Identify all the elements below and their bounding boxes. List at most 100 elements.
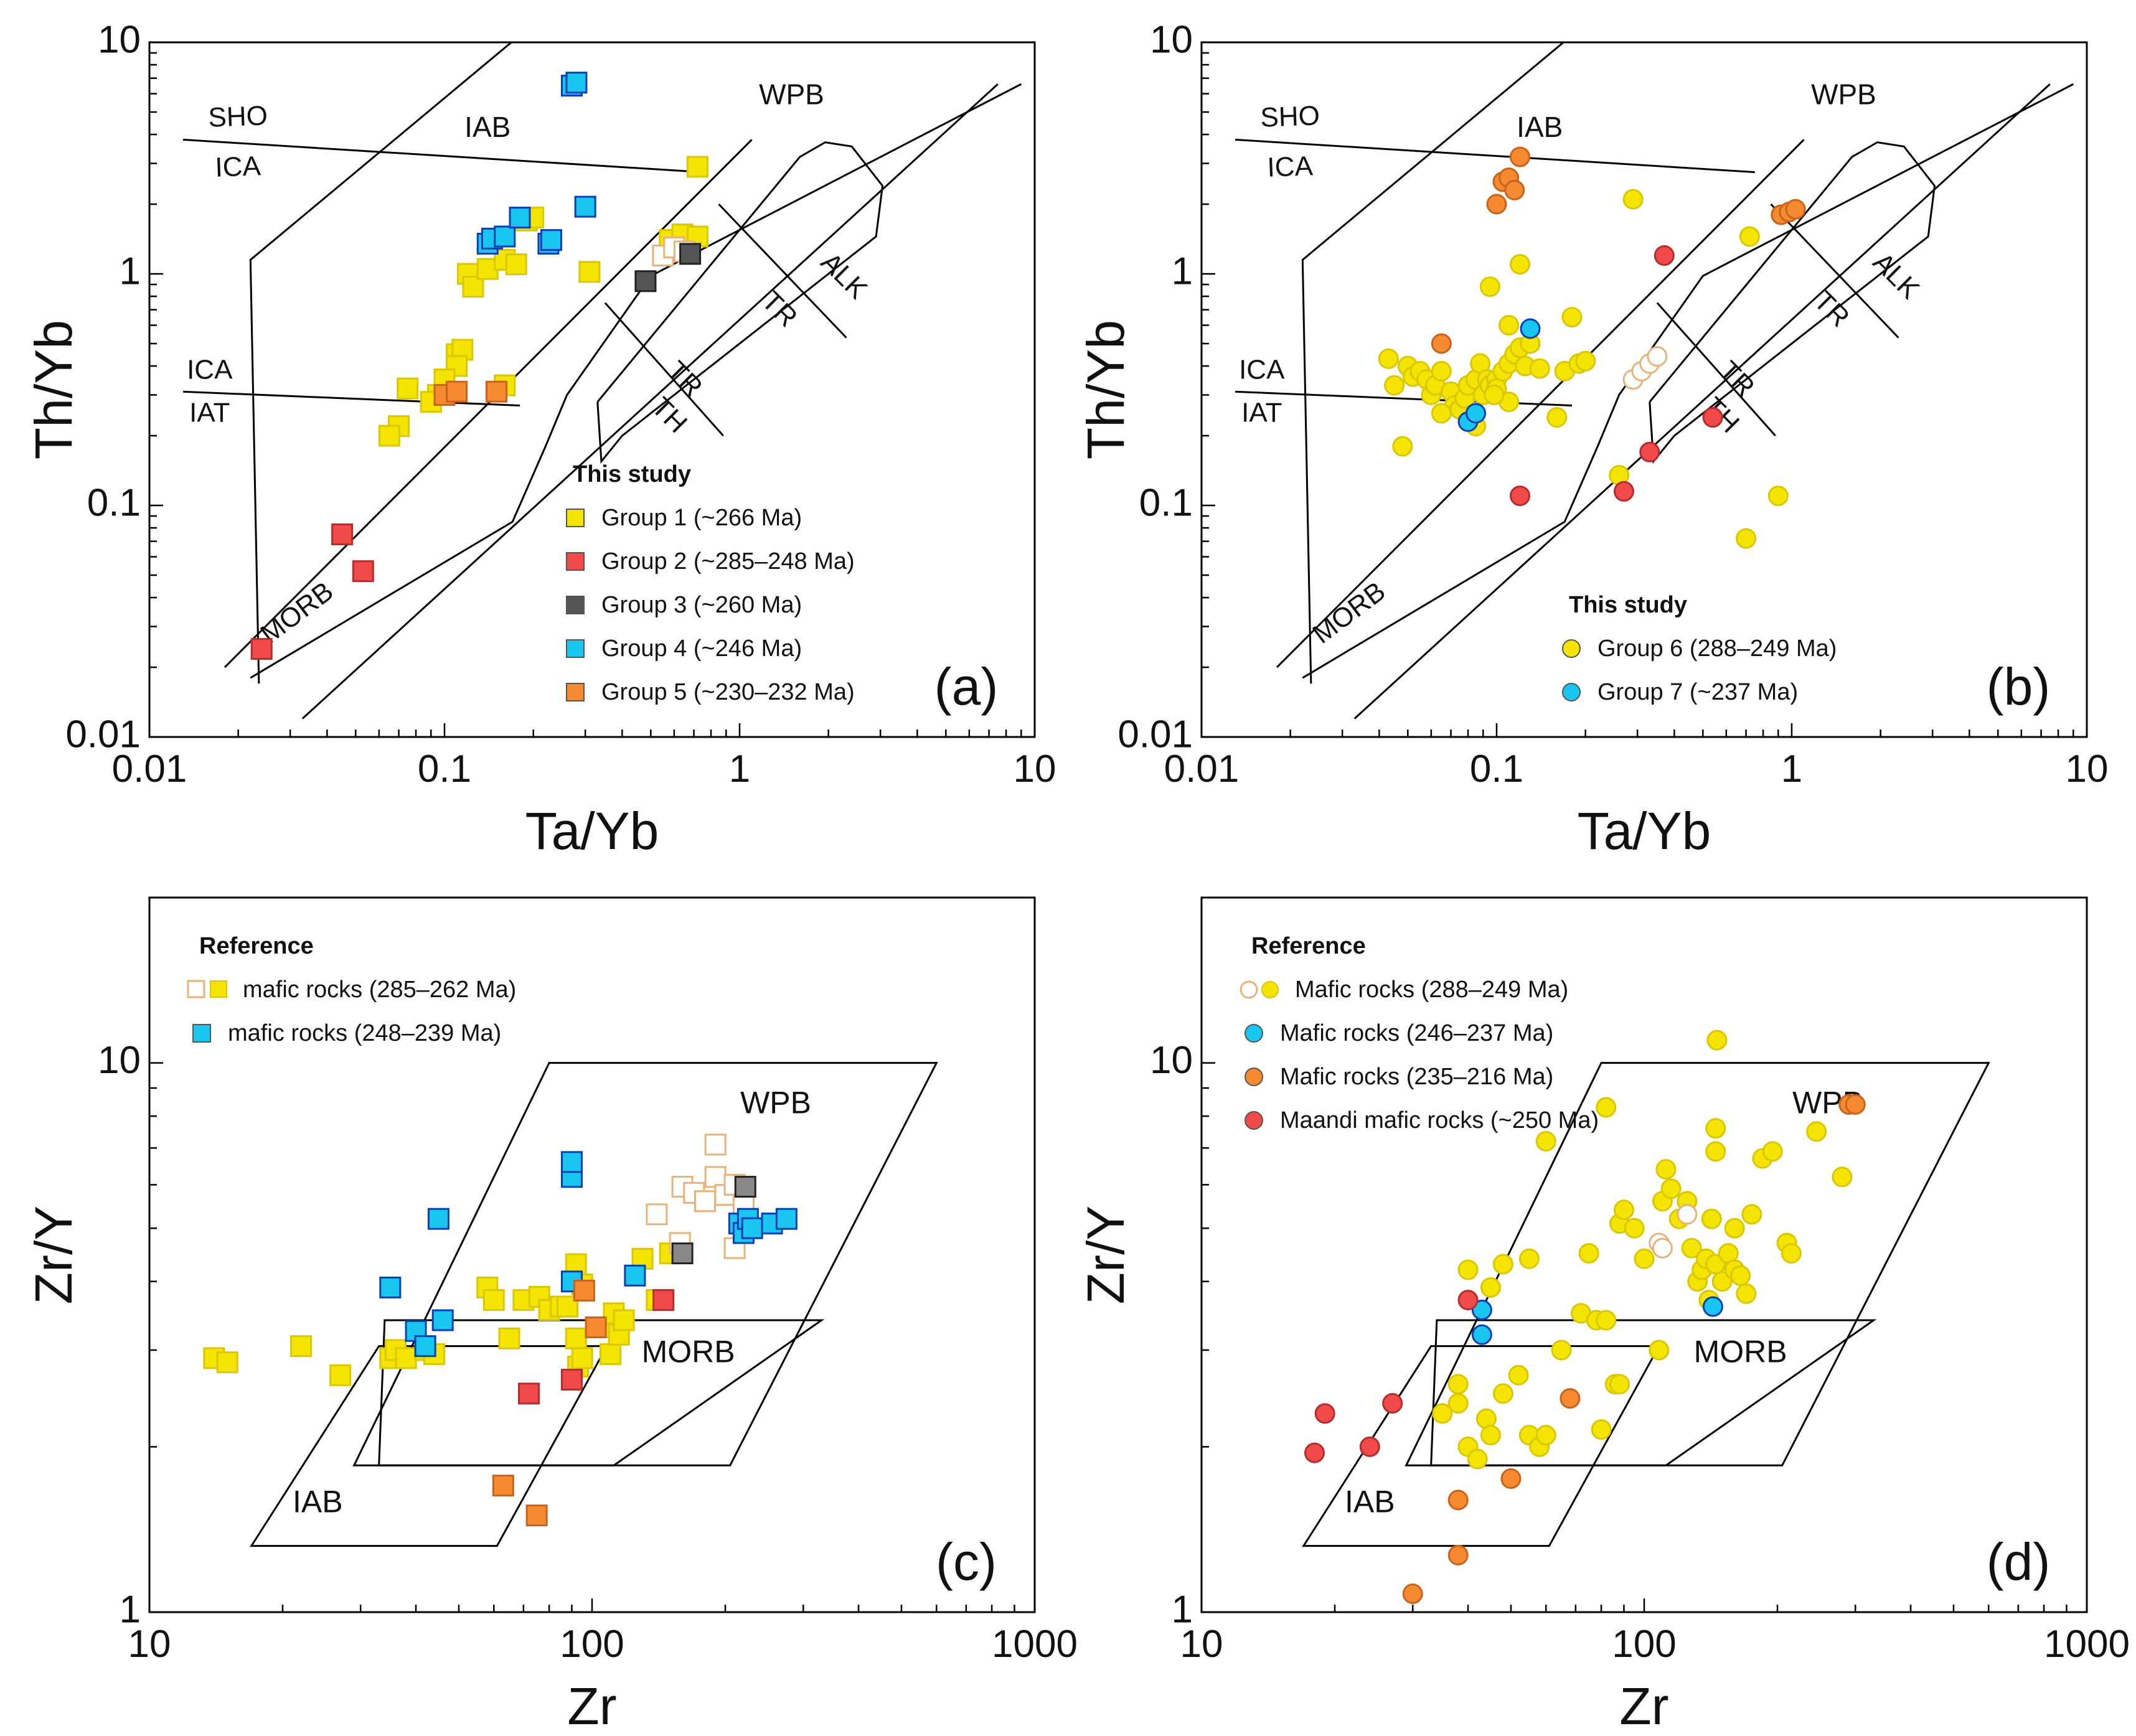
panel-d: 10 100 1000110ZrZr/YWPBMORBIABReferenceMaf… (1076, 896, 2130, 1735)
x-tick-label: 10 (1014, 748, 1056, 791)
data-point (498, 1327, 520, 1349)
data-point (571, 1347, 593, 1369)
data-point (1781, 1243, 1802, 1264)
legend: Reference mafic rocks (285–262 Ma) mafic r… (187, 933, 516, 1046)
data-point (624, 1264, 646, 1287)
x-axis-label: Ta/Yb (1578, 802, 1711, 860)
legend-title: Reference (199, 933, 314, 959)
data-point (1660, 1178, 1682, 1199)
data-point (1504, 179, 1525, 200)
y-tick-label: 0.1 (1139, 481, 1193, 524)
data-point (1431, 333, 1452, 354)
data-point (704, 1133, 727, 1156)
field-label-sho: SHO (1260, 100, 1320, 133)
series-mafic-rocks-246-237-ma (1471, 1296, 1723, 1345)
legend-title: This study (1569, 592, 1687, 618)
panel-label: (c) (936, 1532, 997, 1591)
data-point (1767, 486, 1789, 507)
field-boundaries (250, 1062, 938, 1547)
ica-iat-boundary (1235, 390, 1573, 407)
data-point (1609, 1374, 1630, 1395)
data-point (1431, 360, 1452, 382)
data-point (578, 261, 601, 283)
x-tick-label: 1000 (992, 1623, 1078, 1666)
data-point (397, 377, 419, 400)
field-label-morb: MORB (1694, 1335, 1787, 1369)
x-tick-label: 100 (1612, 1623, 1676, 1666)
data-point (446, 380, 468, 403)
data-point (1711, 1271, 1733, 1292)
field-label-iab: IAB (464, 111, 510, 143)
field-label-ica-top: ICA (215, 151, 262, 183)
sho-ica-boundary (1235, 138, 1755, 174)
legend-entry-label: mafic rocks (248–239 Ma) (228, 1020, 501, 1046)
data-point (509, 207, 531, 229)
data-point (1578, 1243, 1599, 1264)
data-point (1762, 1141, 1783, 1162)
axis-ticks (1200, 52, 2074, 738)
data-point (482, 1289, 505, 1311)
legend-marker (210, 980, 227, 998)
legend-marker (1244, 1067, 1263, 1086)
y-axis-label: Zr/Y (24, 1206, 83, 1305)
data-point (1647, 346, 1668, 367)
data-point (1649, 1340, 1670, 1361)
field-label-morb: MORB (642, 1335, 735, 1369)
field-label-ica-mid: ICA (1239, 354, 1285, 385)
data-point (1622, 189, 1644, 210)
field-label-sho: SHO (208, 100, 268, 133)
x-tick-label: 10 (128, 1623, 171, 1666)
legend-marker (566, 683, 585, 701)
series-group-2 (518, 1289, 675, 1405)
plot-frame (148, 896, 1036, 1613)
wpb-field-boundary (1649, 141, 1936, 464)
data-point (1510, 486, 1531, 507)
data-point (414, 1335, 436, 1358)
data-point (1510, 254, 1531, 275)
data-point (1551, 1340, 1572, 1361)
data-point (1806, 1121, 1827, 1142)
data-point (1596, 1097, 1617, 1118)
data-point (1624, 1218, 1645, 1239)
morb-field (378, 1319, 825, 1466)
x-tick-label: 10 (2066, 748, 2109, 791)
array-lower-boundary (1302, 83, 2074, 679)
axis-ticks (148, 896, 1015, 1613)
series-group-4 (476, 72, 596, 255)
data-point (462, 276, 484, 298)
legend-entry-label: Group 2 (~285–248 Ma) (601, 548, 855, 575)
x-tick-label: 0.01 (112, 748, 187, 791)
series-reference-mafic-open- (1622, 346, 1668, 390)
wpb-field (1404, 1062, 1990, 1466)
y-tick-label: 10 (1150, 18, 1193, 61)
field-boundaries (182, 42, 1022, 720)
data-point (686, 156, 708, 178)
legend: This study Group 1 (~266 Ma) Group 2 (~285… (566, 461, 855, 705)
data-point (1702, 1296, 1723, 1317)
series-group-6 (1378, 189, 1789, 549)
data-point (646, 1203, 668, 1226)
iab-field (250, 1345, 609, 1547)
data-point (1382, 1393, 1403, 1414)
legend-marker (1244, 1111, 1263, 1130)
iab-field (1302, 1345, 1661, 1547)
legend-entry-label: Group 3 (~260 Ma) (601, 592, 802, 618)
data-point (1480, 1425, 1501, 1446)
data-point (1736, 528, 1757, 549)
data-point (1314, 1403, 1335, 1424)
data-point (1447, 1544, 1469, 1565)
field-label-wpb: WPB (759, 78, 824, 111)
series-reference-open (1649, 1204, 1698, 1259)
legend-entry-label: mafic rocks (285–262 Ma) (243, 977, 516, 1003)
series-group-3 (634, 243, 702, 293)
field-label-wpb: WPB (740, 1085, 811, 1120)
legend-entry-label: Group 6 (288–249 Ma) (1597, 636, 1837, 662)
legend-marker (1244, 1024, 1263, 1043)
data-point (1845, 1094, 1866, 1115)
ica-iat-boundary (182, 390, 520, 407)
data-point (1677, 1204, 1698, 1225)
data-point (1498, 315, 1520, 336)
data-point (1701, 1208, 1722, 1229)
data-point (1832, 1166, 1853, 1188)
data-point (1518, 1248, 1540, 1269)
